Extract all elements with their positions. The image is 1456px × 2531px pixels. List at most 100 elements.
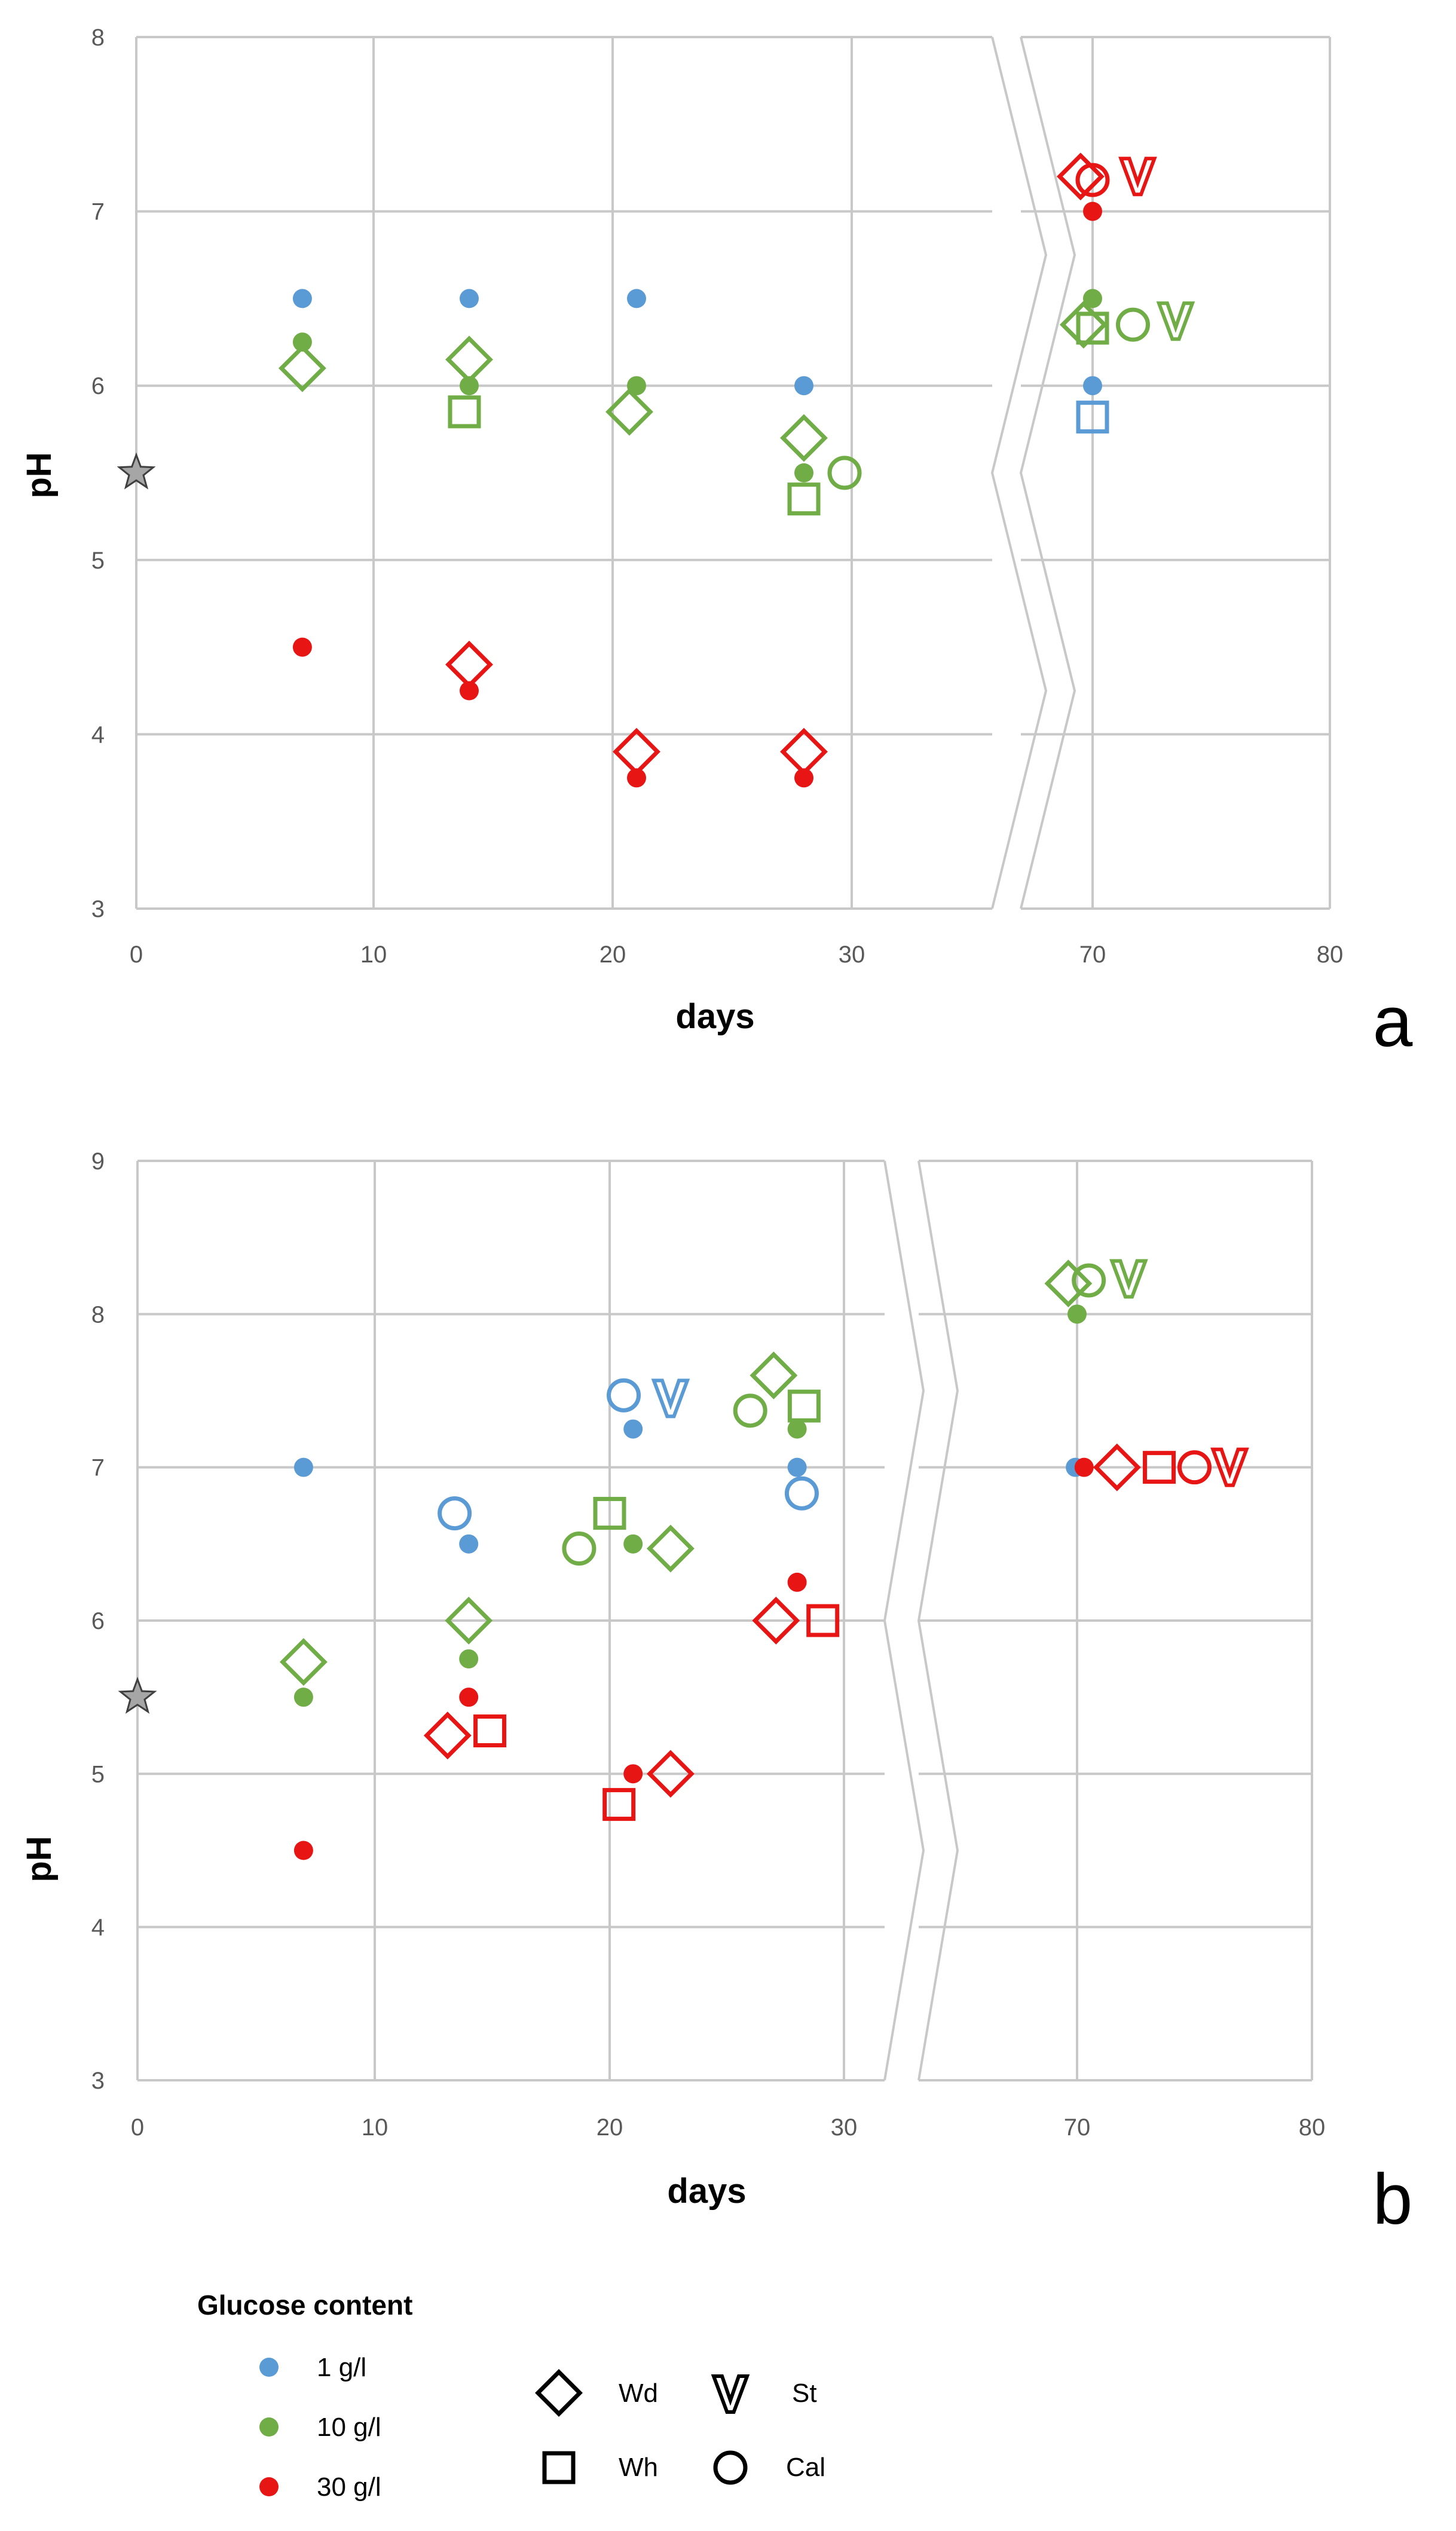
y-tick-label: 3	[91, 896, 105, 922]
panel-letter-b: b	[1373, 2159, 1413, 2239]
point-wh-10-g-l	[448, 395, 481, 429]
point-1-g-l	[623, 1419, 643, 1439]
point-wd-10-g-l	[646, 1524, 695, 1573]
point-cal-10-g-l	[562, 1532, 597, 1566]
x-tick-label: 0	[130, 942, 143, 968]
axis-break-line	[990, 36, 1048, 909]
point-wd-10-g-l	[278, 344, 326, 392]
y-tick-label: 7	[91, 199, 105, 225]
y-tick-label: 8	[91, 25, 105, 51]
x-tick-label: 70	[1079, 942, 1106, 968]
legend-label-wh: Wh	[619, 2453, 658, 2482]
y-tick-label: 8	[91, 1301, 105, 1328]
legend-symbol-wd	[535, 2369, 583, 2417]
legend: Glucose content 1 g/l 10 g/l 30 g/l Wd S…	[197, 2289, 825, 2502]
legend-label-st: St	[792, 2379, 817, 2408]
gridlines	[136, 1160, 1313, 2081]
chart-panel-b: b 3 4 5 6 7 8 9 0 10 20 30 70 80 days pH	[20, 1148, 1412, 2239]
point-wd-10-g-l	[605, 387, 653, 436]
point-30-g-l	[293, 1841, 313, 1860]
y-tick-label: 3	[91, 2068, 105, 2094]
point-wd-30-g-l	[613, 727, 660, 776]
point-30-g-l	[627, 768, 646, 788]
legend-dot-10-g-l	[259, 2417, 279, 2437]
point-1-g-l	[460, 289, 479, 308]
point-wd-10-g-l	[780, 414, 828, 462]
point-30-g-l	[1074, 1457, 1094, 1477]
point-wd-10-g-l	[445, 335, 493, 384]
x-tick-label: 20	[597, 2114, 623, 2141]
point-1-g-l	[794, 376, 813, 396]
point-wd-30-g-l	[752, 1597, 800, 1644]
point-1-g-l	[459, 1534, 479, 1554]
x-tick-label: 80	[1299, 2114, 1326, 2141]
legend-label-wd: Wd	[619, 2379, 658, 2408]
point-30-g-l	[460, 681, 479, 701]
x-axis-label: days	[675, 997, 754, 1036]
point-wh-30-g-l	[806, 1604, 840, 1637]
panel-letter-a: a	[1373, 982, 1413, 1062]
x-axis-label: days	[667, 2172, 746, 2211]
point-30-g-l	[794, 768, 813, 788]
point-cal-1-g-l	[438, 1496, 472, 1531]
point-wd-10-g-l	[445, 1597, 493, 1644]
point-10-g-l	[292, 332, 312, 352]
point-st-10-g-l	[1109, 1259, 1148, 1299]
y-tick-label: 4	[91, 1915, 105, 1941]
axis-break-line	[883, 1160, 925, 2081]
legend-label-1-g-l: 1 g/l	[317, 2353, 366, 2382]
point-30-g-l	[292, 637, 312, 657]
y-tick-label: 4	[91, 722, 105, 748]
x-tick-label: 70	[1064, 2114, 1091, 2141]
point-30-g-l	[1083, 201, 1102, 221]
point-wh-1-g-l	[1076, 401, 1109, 434]
point-10-g-l	[623, 1534, 643, 1554]
point-cal-30-g-l	[1177, 1450, 1212, 1485]
point-wh-10-g-l	[1076, 311, 1109, 345]
y-tick-label: 5	[91, 1761, 105, 1787]
point-cal-10-g-l	[827, 456, 862, 490]
point-wh-10-g-l	[787, 482, 821, 516]
y-axis-label: pH	[20, 1836, 59, 1882]
y-tick-label: 6	[91, 373, 105, 399]
point-wh-30-g-l	[1143, 1451, 1176, 1484]
point-10-g-l	[293, 1688, 313, 1707]
point-wd-30-g-l	[1093, 1443, 1141, 1491]
legend-label-10-g-l: 10 g/l	[317, 2413, 381, 2442]
point-30-g-l	[787, 1572, 807, 1592]
point-wh-10-g-l	[593, 1497, 626, 1530]
legend-symbol-wh	[542, 2451, 576, 2484]
y-tick-label: 6	[91, 1608, 105, 1634]
reference-star-point	[118, 1676, 157, 1714]
legend-dot-1-g-l	[259, 2358, 279, 2377]
point-cal-10-g-l	[1072, 1263, 1106, 1298]
point-cal-10-g-l	[1115, 307, 1150, 342]
point-1-g-l	[292, 289, 312, 308]
point-wh-30-g-l	[602, 1788, 636, 1821]
point-cal-1-g-l	[784, 1476, 819, 1511]
point-10-g-l	[1067, 1304, 1087, 1324]
legend-label-30-g-l: 30 g/l	[317, 2472, 381, 2502]
point-wd-10-g-l	[750, 1351, 798, 1399]
point-wd-10-g-l	[279, 1638, 328, 1686]
x-tick-label: 10	[362, 2114, 389, 2141]
point-1-g-l	[1083, 376, 1102, 396]
y-tick-label: 7	[91, 1455, 105, 1481]
point-wd-30-g-l	[423, 1711, 472, 1760]
legend-title: Glucose content	[197, 2289, 412, 2321]
point-wd-30-g-l	[780, 727, 828, 776]
point-10-g-l	[460, 376, 479, 396]
point-wh-30-g-l	[473, 1714, 507, 1748]
point-wd-30-g-l	[646, 1750, 695, 1798]
point-10-g-l	[787, 1419, 807, 1439]
point-1-g-l	[787, 1457, 807, 1477]
x-tick-label: 0	[131, 2114, 144, 2141]
legend-symbol-st	[711, 2374, 750, 2414]
point-wd-10-g-l	[1044, 1260, 1093, 1308]
x-tick-label: 30	[839, 942, 865, 968]
point-wd-30-g-l	[445, 640, 493, 689]
point-30-g-l	[623, 1764, 643, 1784]
axis-break-line	[1019, 36, 1076, 909]
